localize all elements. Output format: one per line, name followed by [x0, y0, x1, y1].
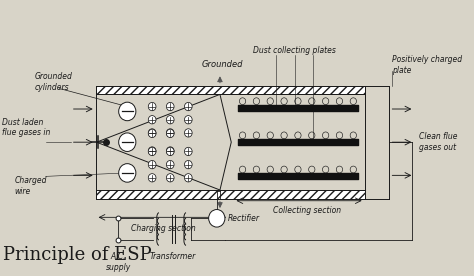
Text: Principle of ESP: Principle of ESP	[3, 246, 152, 264]
Circle shape	[166, 116, 174, 124]
Text: A.C.
supply: A.C. supply	[106, 253, 131, 272]
Bar	[96, 190, 365, 199]
Circle shape	[166, 102, 174, 111]
Text: Charging section: Charging section	[131, 224, 196, 233]
Circle shape	[148, 174, 156, 182]
Circle shape	[209, 209, 225, 227]
Circle shape	[166, 147, 174, 156]
Text: Charged
wire: Charged wire	[14, 176, 47, 196]
Circle shape	[118, 133, 136, 152]
Circle shape	[184, 147, 192, 156]
Text: Positively charged
plate: Positively charged plate	[392, 55, 462, 75]
Text: Grounded: Grounded	[201, 60, 243, 68]
Circle shape	[166, 174, 174, 182]
Circle shape	[166, 147, 174, 155]
Bar	[96, 190, 365, 199]
Circle shape	[166, 129, 174, 137]
Circle shape	[166, 129, 174, 137]
Circle shape	[184, 174, 192, 182]
Circle shape	[148, 129, 156, 137]
Circle shape	[118, 102, 136, 121]
Circle shape	[148, 102, 156, 111]
Text: Collecting section: Collecting section	[273, 206, 341, 215]
Bar	[96, 86, 365, 94]
Text: Clean flue
gases out: Clean flue gases out	[419, 132, 457, 152]
Bar	[96, 86, 365, 94]
Circle shape	[184, 160, 192, 169]
Circle shape	[166, 160, 174, 169]
Circle shape	[184, 116, 192, 124]
Circle shape	[118, 164, 136, 182]
Circle shape	[148, 147, 156, 155]
Circle shape	[184, 102, 192, 111]
Circle shape	[148, 147, 156, 156]
Text: Transformer: Transformer	[149, 253, 196, 261]
Circle shape	[148, 116, 156, 124]
Text: Grounded
cylinders: Grounded cylinders	[35, 73, 73, 92]
Text: Dust collecting plates: Dust collecting plates	[253, 46, 336, 55]
Circle shape	[148, 129, 156, 137]
Text: Rectifier: Rectifier	[228, 214, 260, 223]
Circle shape	[184, 129, 192, 137]
Circle shape	[148, 160, 156, 169]
Text: Dust laden
flue gases in: Dust laden flue gases in	[1, 118, 50, 137]
